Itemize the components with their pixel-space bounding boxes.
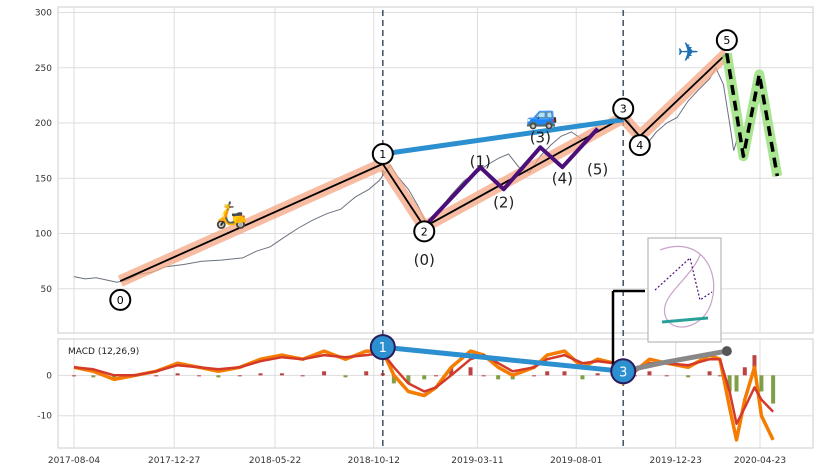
macd-histogram-bar (562, 371, 567, 376)
sub-wave-label: (2) (493, 194, 514, 212)
car-icon: 🚙 (526, 101, 558, 131)
wave-label-circle (612, 97, 635, 120)
wave-label-circle (371, 142, 394, 165)
price-y-tick-label: 200 (35, 119, 52, 129)
price-y-tick-label: 150 (35, 174, 52, 184)
x-tick-label: 2017-08-04 (48, 456, 101, 466)
macd-histogram-bar (380, 373, 385, 376)
macd-histogram-bar (433, 375, 438, 377)
x-tick-label: 2018-10-12 (348, 456, 400, 466)
grid-layer (57, 6, 814, 449)
wave-label-3: 3 (620, 103, 627, 116)
scooter-icon: 🛵 (215, 201, 247, 231)
macd-histogram-bar (449, 367, 454, 376)
price-line (73, 66, 740, 283)
wave-label-0: 0 (117, 294, 124, 307)
macd-histogram-bar (468, 367, 473, 376)
macd-histogram-bar (391, 375, 396, 384)
inset-curve (659, 245, 715, 328)
wave-label-2: 2 (421, 225, 428, 238)
macd-marker-circle (610, 358, 637, 385)
macd-histogram-bar (496, 375, 501, 380)
macd-histogram-bar (343, 375, 348, 378)
x-tick-label: 2018-05-22 (249, 456, 301, 466)
macd-histogram-bar (580, 375, 585, 380)
macd-histogram-bar (752, 355, 757, 376)
macd-divergence-link (382, 344, 624, 374)
wave-label-4: 4 (636, 139, 643, 152)
price-y-tick-label: 100 (35, 230, 52, 240)
macd-histogram-bar (72, 375, 76, 377)
macd-histogram-bar (759, 375, 764, 392)
macd-marker-1: 1 (379, 341, 387, 356)
sub-wave-label: (5) (587, 160, 608, 178)
macd-histogram-bar (742, 367, 747, 376)
inset-connector (611, 289, 645, 372)
macd-histogram-bar (154, 375, 159, 377)
inset-dotted-path (654, 256, 713, 301)
wave-label-5: 5 (723, 34, 730, 47)
wave-label-circle (109, 288, 132, 311)
correction-dashed-line (725, 53, 780, 177)
macd-legend-label: MACD (12,26,9) (68, 347, 139, 357)
sub-wave-label: (4) (552, 169, 573, 187)
macd-histogram-bar (771, 375, 776, 404)
macd-histogram-bar (532, 375, 537, 377)
macd-histogram-bar (647, 371, 652, 376)
macd-grey-link-endpoint (721, 346, 732, 357)
macd-histogram-bar (595, 373, 600, 376)
macd-y-tick-label: 0 (46, 371, 52, 381)
macd-histogram-bar (510, 375, 515, 380)
x-tick-label: 2020-04-23 (734, 456, 786, 466)
sub-wave-label: (0) (414, 251, 435, 269)
macd-histogram-bar (112, 375, 117, 380)
price-divergence-link (382, 117, 624, 157)
inset-thumbnail (647, 237, 722, 343)
wave-label-circle (413, 220, 436, 243)
macd-histogram-bar (197, 375, 202, 377)
x-tick-label: 2019-08-01 (550, 456, 602, 466)
macd-histogram-bar (422, 375, 427, 380)
x-tick-label: 2017-12-27 (148, 456, 200, 466)
macd-histogram-bar (300, 375, 305, 377)
macd-histogram-bar (237, 375, 242, 377)
elliott-wave-line (119, 52, 728, 282)
wave-label-circle (715, 29, 738, 52)
price-y-tick-label: 300 (35, 9, 52, 19)
macd-histogram-bar (545, 371, 550, 376)
macd-y-tick-label: -10 (37, 412, 52, 422)
sub-wave-label: (3) (530, 128, 551, 146)
macd-histogram-bar (406, 375, 411, 384)
macd-marker-3: 3 (619, 365, 627, 380)
macd-histogram-bar (216, 375, 221, 378)
macd-histogram-bar (91, 375, 96, 378)
macd-histogram-bar (279, 373, 284, 376)
wave-label-1: 1 (379, 148, 386, 161)
macd-histogram-bar (258, 373, 263, 376)
macd-histogram-bar (322, 371, 327, 376)
macd-histogram-bar (175, 373, 180, 376)
macd-histogram-bar (686, 375, 691, 378)
macd-histogram-bar (664, 375, 669, 377)
airplane-icon: ✈ (677, 38, 699, 68)
macd-histogram-bar (734, 375, 739, 392)
price-y-tick-label: 250 (35, 64, 52, 74)
label-layer: 2017-08-04 2017-12-27 2018-05-22 2018-10-12… (35, 9, 786, 466)
macd-histogram-bar (717, 375, 722, 377)
macd-marker-circle (369, 334, 396, 361)
x-tick-label: 2019-03-11 (451, 456, 503, 466)
macd-histogram-bar (707, 371, 712, 376)
sub-wave-label: (1) (470, 153, 491, 171)
macd-histogram-bar (481, 375, 486, 377)
macd-histogram-bar (727, 375, 732, 392)
wave-label-circle (628, 134, 651, 157)
macd-histogram-bar (364, 371, 369, 376)
inset-teal-band (661, 316, 709, 324)
price-y-tick-label: 50 (41, 285, 53, 295)
sub-wave-line (422, 127, 600, 229)
series-layer (72, 10, 783, 448)
x-tick-label: 2019-12-23 (650, 456, 702, 466)
